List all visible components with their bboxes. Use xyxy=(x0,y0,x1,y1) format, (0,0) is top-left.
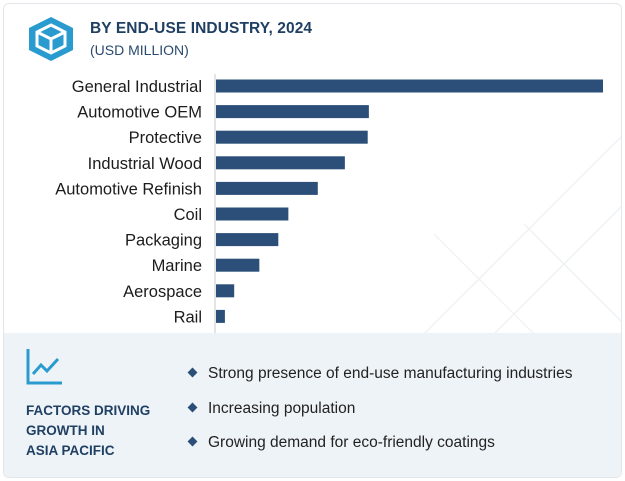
bar xyxy=(216,130,368,144)
category-label: Protective xyxy=(129,129,202,147)
category-label: Automotive Refinish xyxy=(55,180,202,198)
factors-title-line: FACTORS DRIVING xyxy=(26,403,151,418)
diamond-bullet-icon xyxy=(187,367,198,378)
category-label: General Industrial xyxy=(72,78,202,96)
category-label: Coil xyxy=(174,206,202,224)
category-label: Packaging xyxy=(125,232,202,250)
bar xyxy=(216,156,345,170)
bar xyxy=(216,309,225,323)
category-label: Rail xyxy=(174,308,202,326)
diamond-bullet-icon xyxy=(187,402,198,413)
bar-chart: General Industrial Automotive OEM Protecti… xyxy=(55,74,603,334)
category-label: Marine xyxy=(152,257,202,275)
factor-text: Increasing population xyxy=(208,400,356,417)
factors-panel: FACTORS DRIVING GROWTH IN ASIA PACIFIC S… xyxy=(4,333,621,477)
trend-line-icon xyxy=(26,349,62,385)
chart-title: BY END-USE INDUSTRY, 2024 xyxy=(90,20,313,37)
category-label: Industrial Wood xyxy=(88,155,202,173)
factors-title-line: GROWTH IN xyxy=(26,423,105,438)
infographic-card: BY END-USE INDUSTRY, 2024 (USD MILLION) … xyxy=(3,3,622,478)
bar xyxy=(216,181,318,195)
factor-item: Strong presence of end-use manufacturing… xyxy=(186,365,572,383)
bar xyxy=(216,105,369,119)
diamond-bullet-icon xyxy=(187,436,198,447)
factor-text: Growing demand for eco-friendly coatings xyxy=(208,434,495,451)
category-label: Automotive OEM xyxy=(77,104,202,122)
bar xyxy=(216,207,289,221)
factors-title: FACTORS DRIVING GROWTH IN ASIA PACIFIC xyxy=(26,401,176,461)
bar xyxy=(216,233,279,247)
factor-item: Increasing population xyxy=(186,400,355,418)
chart-subtitle: (USD MILLION) xyxy=(90,42,189,58)
cube-logo-icon xyxy=(29,17,73,61)
background-chevron-decoration xyxy=(423,135,621,335)
factor-item: Growing demand for eco-friendly coatings xyxy=(186,434,495,452)
bar xyxy=(216,258,260,272)
bar xyxy=(216,284,235,298)
category-label: Aerospace xyxy=(123,283,202,301)
bar xyxy=(216,79,603,93)
factors-title-line: ASIA PACIFIC xyxy=(26,443,115,458)
factor-text: Strong presence of end-use manufacturing… xyxy=(208,365,573,382)
